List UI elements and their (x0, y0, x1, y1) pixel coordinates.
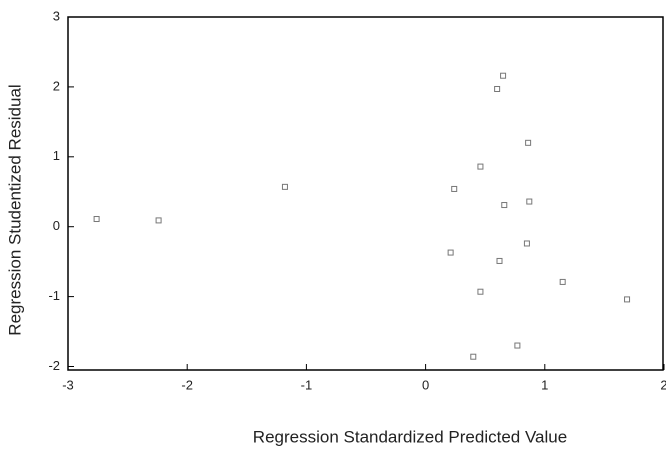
y-axis-label: Regression Studentized Residual (5, 84, 24, 335)
point (523, 240, 530, 247)
point (470, 353, 477, 360)
point (500, 72, 507, 79)
x-tick-label: 1 (541, 377, 548, 392)
point (525, 139, 532, 146)
point (514, 342, 521, 349)
point (496, 257, 503, 264)
x-axis-label: Regression Standardized Predicted Value (253, 427, 567, 446)
point (155, 217, 162, 224)
point (477, 163, 484, 170)
point (501, 202, 508, 209)
x-tick-label: 0 (422, 377, 429, 392)
y-tick-label: -2 (48, 358, 60, 373)
point (559, 278, 566, 285)
y-tick-label: 3 (53, 8, 60, 23)
point (624, 296, 631, 303)
y-tick-label: -1 (48, 288, 60, 303)
x-tick-label: -2 (181, 377, 193, 392)
point (477, 288, 484, 295)
x-tick-label: -3 (62, 377, 74, 392)
y-tick-label: 2 (53, 78, 60, 93)
point (494, 85, 501, 92)
point (451, 185, 458, 192)
point (281, 183, 288, 190)
point (447, 249, 454, 256)
point (93, 216, 100, 223)
x-tick-label: -1 (301, 377, 313, 392)
plot-frame (67, 16, 664, 371)
y-tick-label: 1 (53, 148, 60, 163)
x-tick-label: 2 (660, 377, 666, 392)
y-tick-label: 0 (53, 218, 60, 233)
point (526, 198, 533, 205)
